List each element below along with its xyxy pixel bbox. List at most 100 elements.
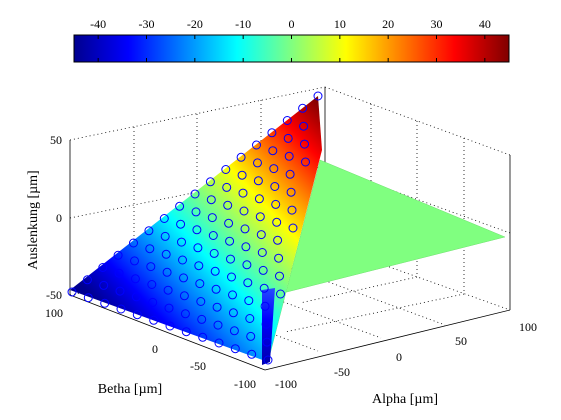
data-point-marker	[176, 219, 186, 229]
y-tick-label: -50	[190, 359, 206, 373]
data-point-marker	[145, 244, 155, 254]
data-point-marker	[274, 253, 284, 263]
data-point-marker	[275, 271, 284, 281]
data-point-marker	[162, 267, 172, 277]
data-point-marker	[82, 275, 92, 285]
data-point-marker	[194, 261, 204, 271]
colorbar-tick-label: -10	[235, 17, 251, 31]
data-point-marker	[260, 301, 270, 311]
data-point-marker	[179, 273, 188, 283]
data-point-marker	[273, 235, 283, 245]
data-point-marker	[181, 327, 191, 337]
data-point-marker	[159, 214, 169, 223]
colorbar-tick-label: 10	[334, 17, 346, 31]
colorbar-tick-label: -30	[139, 17, 155, 31]
data-point-marker	[225, 236, 235, 246]
data-point-marker	[100, 298, 110, 308]
data-point-marker	[83, 293, 93, 303]
data-point-marker	[284, 151, 294, 161]
data-point-marker	[144, 226, 154, 236]
colorbar-tick-label: 40	[479, 17, 491, 31]
data-point-marker	[239, 206, 249, 216]
data-point-marker	[210, 266, 220, 276]
data-point-marker	[285, 169, 295, 179]
x-tick-label: -100	[275, 377, 297, 391]
data-point-marker	[252, 140, 261, 150]
z-axis-ticks: 50 0 -50	[46, 133, 62, 302]
colorbar-tick-label: 30	[431, 17, 443, 31]
z-tick-label: -50	[46, 288, 62, 302]
z-tick-label: 0	[56, 211, 62, 225]
data-point-marker	[259, 283, 269, 293]
data-point-marker	[271, 199, 281, 209]
data-point-marker	[263, 355, 273, 365]
data-point-marker	[243, 278, 253, 288]
colorbar-tick-label: 20	[382, 17, 394, 31]
colorbar-tick-label: -20	[187, 17, 203, 31]
data-point-marker	[256, 230, 266, 240]
data-point-marker	[191, 207, 201, 217]
data-point-marker	[269, 164, 279, 174]
data-point-marker	[276, 289, 285, 299]
data-point-marker	[288, 223, 298, 233]
data-point-marker	[313, 91, 323, 101]
data-point-marker	[213, 320, 223, 330]
data-point-marker	[223, 200, 233, 210]
data-point-marker	[254, 194, 264, 204]
data-point-marker	[253, 158, 262, 168]
data-point-marker	[245, 314, 255, 323]
z-axis-label: Auslenkung [µm]	[26, 170, 41, 269]
data-point-marker	[113, 250, 123, 260]
colorbar-tick-label: 0	[289, 17, 295, 31]
data-point-marker	[148, 297, 158, 307]
data-point-marker	[205, 177, 215, 187]
colorbar-tick-label: -40	[90, 17, 106, 31]
data-point-marker	[132, 310, 142, 320]
data-point-marker	[99, 280, 109, 290]
data-point-marker	[214, 338, 224, 348]
data-point-marker	[229, 326, 239, 336]
data-point-marker	[208, 231, 218, 240]
data-point-marker	[116, 304, 126, 314]
data-point-marker	[195, 279, 205, 289]
data-point-marker	[253, 176, 263, 186]
data-point-marker	[270, 182, 280, 191]
data-point-marker	[246, 331, 256, 341]
data-point-marker	[212, 302, 222, 312]
data-point-marker	[196, 297, 206, 306]
data-point-marker	[211, 284, 221, 294]
data-point-marker	[230, 344, 240, 354]
data-point-marker	[283, 133, 293, 143]
data-point-marker	[261, 319, 271, 329]
data-point-marker	[238, 188, 248, 198]
data-point-marker	[272, 217, 282, 227]
data-point-marker	[228, 308, 238, 318]
z-tick-label: 50	[50, 133, 62, 147]
x-axis-ticks: -100 -50 0 50 100	[275, 320, 537, 391]
data-point-marker	[255, 212, 265, 222]
data-point-marker	[160, 231, 170, 241]
data-point-marker	[130, 274, 140, 284]
data-point-marker	[180, 309, 190, 319]
data-point-marker	[115, 286, 125, 296]
data-point-marker	[198, 332, 208, 342]
data-point-marker	[267, 128, 277, 138]
data-point-marker	[268, 146, 278, 156]
data-point-marker	[161, 249, 171, 259]
y-tick-label: 0	[152, 342, 158, 356]
x-axis-label: Alpha [µm]	[372, 392, 438, 407]
data-point-marker	[192, 225, 202, 235]
data-point-marker	[67, 287, 77, 297]
data-point-marker	[258, 265, 268, 275]
data-point-marker	[286, 187, 296, 197]
data-point-marker	[298, 103, 308, 113]
y-tick-label: -100	[234, 377, 256, 391]
data-point-marker	[262, 337, 272, 347]
data-point-marker	[190, 189, 200, 199]
data-point-marker	[228, 290, 237, 300]
data-point-marker	[242, 260, 252, 270]
data-point-marker	[209, 248, 219, 258]
data-point-marker	[221, 165, 231, 174]
x-tick-label: 50	[455, 334, 467, 348]
